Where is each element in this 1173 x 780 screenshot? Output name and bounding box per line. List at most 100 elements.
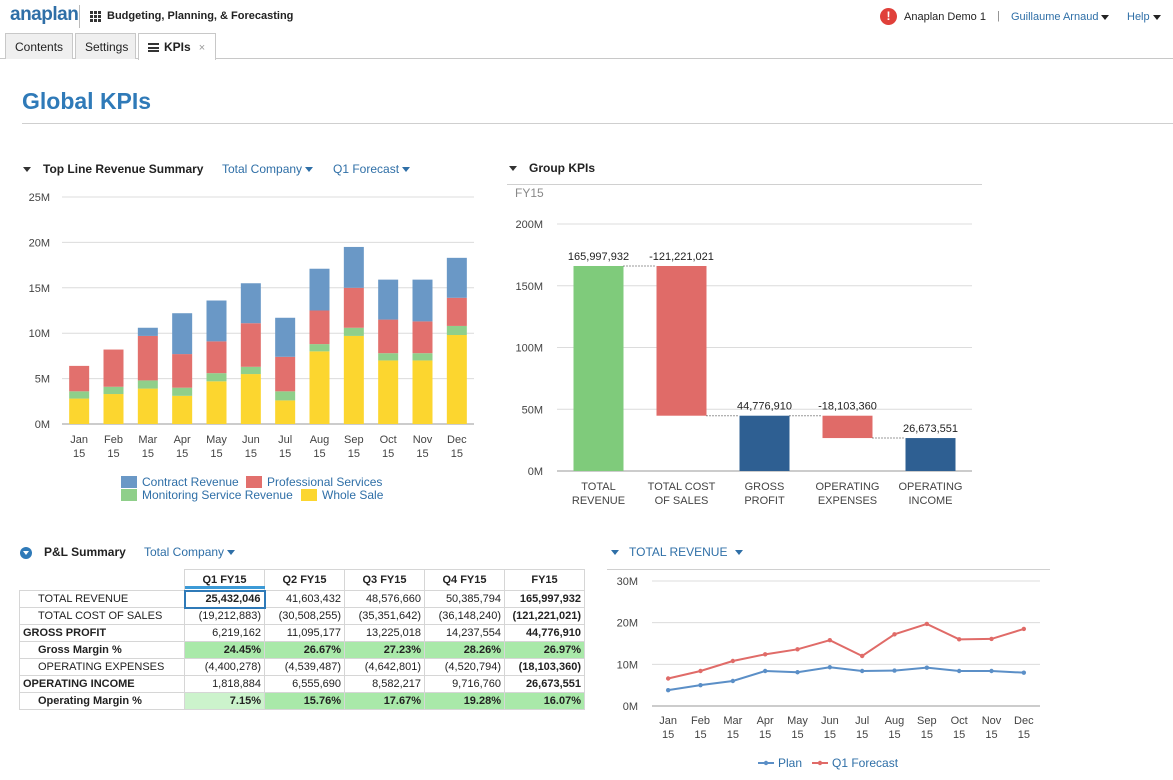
table-cell[interactable]: (4,400,278)	[184, 658, 265, 676]
column-header[interactable]: FY15	[504, 569, 585, 591]
help-menu[interactable]: Help	[1127, 11, 1161, 23]
x-tick-label: Dec	[1014, 715, 1034, 727]
row-label[interactable]: TOTAL COST OF SALES	[19, 607, 185, 625]
bar-segment	[446, 335, 467, 424]
x-tick-label: 15	[416, 448, 428, 460]
table-cell[interactable]: 7.15%	[184, 692, 265, 710]
row-label[interactable]: GROSS PROFIT	[19, 624, 185, 642]
collapse-circle-icon[interactable]	[20, 546, 32, 559]
tab-kpis[interactable]: KPIs ×	[138, 33, 216, 60]
table-cell[interactable]: 11,095,177	[264, 624, 345, 642]
collapse-icon[interactable]	[23, 167, 31, 173]
tab-contents[interactable]: Contents	[5, 33, 73, 59]
table-cell[interactable]: 8,582,217	[344, 675, 425, 693]
x-tick-label: INCOME	[909, 495, 953, 507]
table-cell[interactable]: 13,225,018	[344, 624, 425, 642]
table-cell[interactable]: 44,776,910	[504, 624, 585, 642]
y-tick-label: 10M	[617, 659, 638, 671]
data-point	[665, 676, 671, 681]
close-tab-icon[interactable]: ×	[198, 42, 206, 54]
table-cell[interactable]: (36,148,240)	[424, 607, 505, 625]
table-cell[interactable]: 24.45%	[184, 641, 265, 659]
x-tick-label: Dec	[447, 434, 467, 446]
app-title[interactable]: Budgeting, Planning, & Forecasting	[107, 10, 294, 22]
table-row: TOTAL REVENUE 25,432,046 41,603,432 48,5…	[19, 589, 585, 609]
group-kpis-header[interactable]: Group KPIs	[509, 161, 595, 175]
row-label[interactable]: Operating Margin %	[19, 692, 185, 710]
pl-company-dropdown[interactable]: Total Company	[144, 545, 236, 559]
version-dropdown[interactable]: Q1 Forecast	[333, 162, 411, 176]
table-cell[interactable]: (35,351,642)	[344, 607, 425, 625]
y-tick-label: 20M	[29, 237, 50, 249]
table-cell[interactable]: 26.97%	[504, 641, 585, 659]
table-cell[interactable]: 50,385,794	[424, 590, 505, 608]
anaplan-logo[interactable]: anaplan	[10, 4, 79, 25]
column-header[interactable]: Q3 FY15	[344, 569, 425, 591]
table-cell[interactable]: 165,997,932	[504, 590, 585, 608]
bar-segment	[343, 287, 364, 328]
row-label[interactable]: Gross Margin %	[19, 641, 185, 659]
revenue-summary-title: Top Line Revenue Summary	[43, 162, 204, 176]
notification-alert-icon[interactable]: !	[880, 8, 897, 25]
table-cell[interactable]: 48,576,660	[344, 590, 425, 608]
table-cell-selected[interactable]: 25,432,046	[183, 589, 266, 609]
row-label[interactable]: OPERATING INCOME	[19, 675, 185, 693]
bar-segment	[240, 374, 261, 424]
table-cell[interactable]: 15.76%	[264, 692, 345, 710]
column-header[interactable]: Q2 FY15	[264, 569, 345, 591]
app-grid-icon[interactable]	[90, 11, 101, 22]
table-cell[interactable]: (4,642,801)	[344, 658, 425, 676]
x-tick-label: 15	[921, 729, 933, 741]
bar-segment	[172, 354, 193, 388]
data-label: -18,103,360	[818, 401, 877, 413]
help-label: Help	[1127, 11, 1150, 23]
company-dropdown[interactable]: Total Company	[222, 162, 314, 176]
x-tick-label: 15	[451, 448, 463, 460]
table-cell[interactable]: 9,716,760	[424, 675, 505, 693]
waterfall-bar	[739, 415, 790, 471]
x-tick-label: Oct	[380, 434, 397, 446]
pl-summary-header[interactable]: P&L Summary	[20, 545, 126, 559]
table-cell[interactable]: 6,219,162	[184, 624, 265, 642]
bar-segment	[309, 268, 330, 311]
table-cell[interactable]: 14,237,554	[424, 624, 505, 642]
data-point	[1021, 670, 1027, 675]
table-cell[interactable]: (30,508,255)	[264, 607, 345, 625]
table-cell[interactable]: 16.07%	[504, 692, 585, 710]
data-point	[956, 668, 962, 674]
x-tick-label: 15	[176, 448, 188, 460]
table-cell[interactable]: 19.28%	[424, 692, 505, 710]
x-tick-label: 15	[662, 729, 674, 741]
bar-segment	[137, 327, 158, 336]
table-cell[interactable]: (18,103,360)	[504, 658, 585, 676]
tab-settings[interactable]: Settings	[75, 33, 136, 59]
bar-segment	[172, 313, 193, 355]
table-cell[interactable]: (19,212,883)	[184, 607, 265, 625]
table-cell[interactable]: 17.67%	[344, 692, 425, 710]
row-label[interactable]: TOTAL REVENUE	[19, 590, 185, 608]
table-cell[interactable]: 6,555,690	[264, 675, 345, 693]
bar-segment	[69, 365, 90, 392]
table-cell[interactable]: 26.67%	[264, 641, 345, 659]
table-cell[interactable]: (4,539,487)	[264, 658, 345, 676]
table-row: TOTAL COST OF SALES (19,212,883) (30,508…	[19, 607, 585, 625]
x-tick-label: 15	[824, 729, 836, 741]
table-cell[interactable]: (121,221,021)	[504, 607, 585, 625]
data-point	[859, 653, 865, 659]
revenue-summary-header[interactable]: Top Line Revenue Summary	[23, 162, 203, 176]
table-cell[interactable]: 41,603,432	[264, 590, 345, 608]
column-header[interactable]: Q4 FY15	[424, 569, 505, 591]
revenue-trend-line-chart: 0M 10M 20M 30M Jan 15 Feb 15 Mar 15 Apr 15 May 15 Jun 1…	[617, 576, 1040, 770]
table-cell[interactable]: 26,673,551	[504, 675, 585, 693]
table-cell[interactable]: (4,520,794)	[424, 658, 505, 676]
x-tick-label: Mar	[138, 434, 157, 446]
table-cell[interactable]: 1,818,884	[184, 675, 265, 693]
row-label[interactable]: OPERATING EXPENSES	[19, 658, 185, 676]
user-menu[interactable]: Guillaume Arnaud	[1011, 11, 1110, 23]
bar-segment	[137, 388, 158, 424]
collapse-icon[interactable]	[509, 166, 517, 172]
table-cell[interactable]: 27.23%	[344, 641, 425, 659]
bar-segment	[240, 366, 261, 375]
metric-dropdown[interactable]: TOTAL REVENUE	[611, 545, 744, 559]
table-cell[interactable]: 28.26%	[424, 641, 505, 659]
